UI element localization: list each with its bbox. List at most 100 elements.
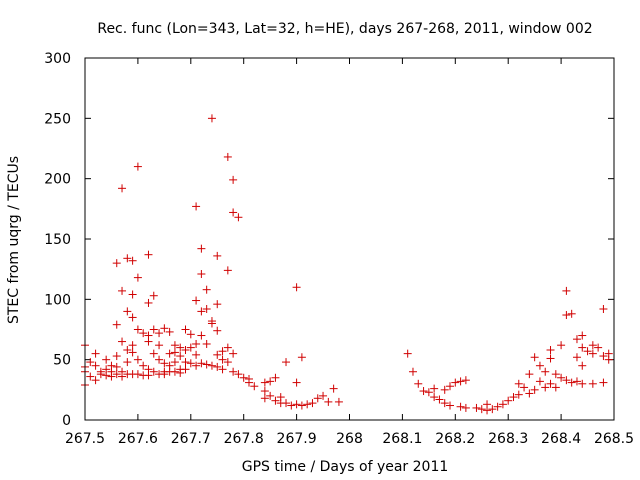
y-tick-label: 50 [53, 353, 71, 369]
data-point [170, 341, 179, 350]
data-point [165, 327, 174, 336]
data-point [118, 372, 127, 381]
data-point [509, 393, 518, 402]
data-point [324, 397, 333, 406]
data-point [112, 352, 121, 361]
data-point [572, 335, 581, 344]
data-point [133, 325, 142, 334]
data-point [567, 378, 576, 387]
data-point [112, 320, 121, 329]
data-point [107, 372, 116, 381]
data-point [493, 402, 502, 411]
data-point [244, 378, 253, 387]
data-point [599, 304, 608, 313]
data-point [541, 383, 550, 392]
data-point [123, 307, 132, 316]
data-point [430, 393, 439, 402]
data-point [557, 341, 566, 350]
data-point [541, 367, 550, 376]
data-point [123, 346, 132, 355]
data-point [149, 349, 158, 358]
data-point [567, 309, 576, 318]
data-point [133, 273, 142, 282]
data-point [170, 348, 179, 357]
data-point [303, 400, 312, 409]
data-point [86, 358, 95, 367]
data-point [599, 352, 608, 361]
data-point [562, 376, 571, 385]
data-point [239, 373, 248, 382]
data-point [414, 379, 423, 388]
data-point [292, 283, 301, 292]
data-point [271, 373, 280, 382]
data-point [123, 254, 132, 263]
data-point [149, 325, 158, 334]
data-point [133, 162, 142, 171]
data-point [128, 348, 137, 357]
data-point [578, 343, 587, 352]
data-point [477, 405, 486, 414]
data-point [160, 324, 169, 333]
x-axis-label: GPS time / Days of year 2011 [242, 459, 449, 475]
y-axis-label: STEC from uqrg / TECUs [6, 156, 22, 324]
data-point [213, 362, 222, 371]
data-point [112, 259, 121, 268]
data-point [192, 202, 201, 211]
data-point [170, 367, 179, 376]
data-point [403, 349, 412, 358]
data-point [530, 385, 539, 394]
data-point [461, 403, 470, 412]
data-point [155, 329, 164, 338]
data-point [202, 360, 211, 369]
data-point [197, 244, 206, 253]
data-point [572, 353, 581, 362]
x-tick-label: 268.4 [541, 431, 581, 447]
data-point [213, 326, 222, 335]
data-point [218, 355, 227, 364]
data-point [292, 378, 301, 387]
data-point [192, 296, 201, 305]
data-point [551, 370, 560, 379]
tick-labels: 267.5 267.6 267.7 267.8 267.9 268 268.1 268.2 26… [44, 51, 634, 447]
data-point [229, 175, 238, 184]
data-point [520, 383, 529, 392]
data-point [192, 339, 201, 348]
data-point [430, 384, 439, 393]
data-point [102, 371, 111, 380]
data-point [588, 341, 597, 350]
data-point [128, 341, 137, 350]
data-point [181, 325, 190, 334]
data-point [128, 256, 137, 265]
data-point [155, 355, 164, 364]
data-point [530, 353, 539, 362]
data-point [213, 350, 222, 359]
data-point [578, 379, 587, 388]
data-point [572, 377, 581, 386]
data-point [525, 389, 534, 398]
data-point [223, 358, 232, 367]
data-point [223, 152, 232, 161]
data-point [96, 370, 105, 379]
x-tick-label: 268.1 [382, 431, 422, 447]
data-point [181, 365, 190, 374]
data-point [165, 349, 174, 358]
data-point [139, 361, 148, 370]
data-point [102, 355, 111, 364]
data-point [514, 390, 523, 399]
data-point [562, 311, 571, 320]
data-point [112, 362, 121, 371]
data-point [197, 307, 206, 316]
data-point [128, 313, 137, 322]
data-point [292, 400, 301, 409]
data-point [557, 373, 566, 382]
data-point [186, 343, 195, 352]
data-point [123, 358, 132, 367]
data-point [461, 376, 470, 385]
data-point [535, 377, 544, 386]
data-point [472, 403, 481, 412]
data-point [176, 368, 185, 377]
data-point [446, 382, 455, 391]
x-tick-label: 267.7 [171, 431, 211, 447]
data-point [583, 347, 592, 356]
